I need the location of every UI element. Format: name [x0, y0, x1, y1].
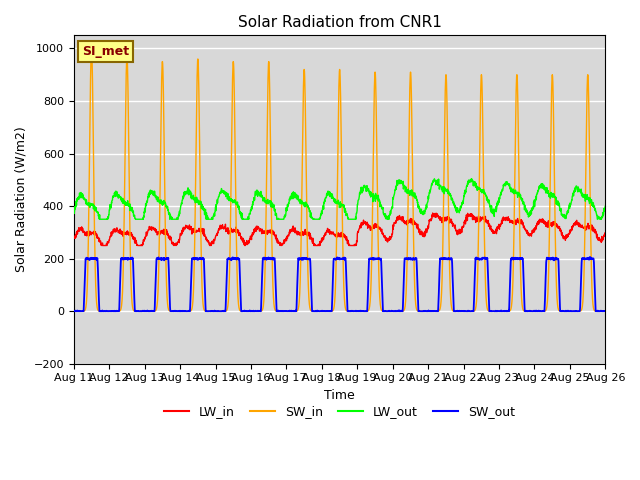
- Title: Solar Radiation from CNR1: Solar Radiation from CNR1: [237, 15, 442, 30]
- SW_in: [70, 308, 77, 314]
- LW_in: [555, 225, 563, 231]
- Line: LW_out: LW_out: [74, 179, 605, 219]
- SW_out: [555, 258, 563, 264]
- LW_in: [602, 230, 609, 236]
- X-axis label: Time: Time: [324, 389, 355, 402]
- Line: SW_out: SW_out: [74, 257, 605, 311]
- LW_out: [218, 188, 226, 193]
- LW_in: [355, 227, 363, 232]
- SW_out: [367, 255, 374, 261]
- LW_out: [70, 210, 77, 216]
- LW_out: [96, 216, 104, 222]
- SW_out: [218, 308, 226, 314]
- LW_in: [429, 210, 436, 216]
- SW_in: [218, 308, 226, 314]
- Line: LW_in: LW_in: [74, 213, 605, 245]
- LW_in: [98, 242, 106, 248]
- LW_out: [555, 201, 563, 206]
- LW_out: [602, 204, 609, 209]
- SW_in: [367, 295, 374, 300]
- LW_in: [494, 224, 502, 230]
- SW_out: [602, 308, 609, 314]
- SW_in: [494, 308, 502, 314]
- SW_in: [355, 308, 363, 314]
- SW_out: [355, 308, 363, 314]
- SW_out: [570, 308, 577, 314]
- LW_in: [367, 228, 374, 233]
- SW_out: [586, 254, 594, 260]
- SW_out: [70, 308, 77, 314]
- Text: SI_met: SI_met: [82, 45, 129, 58]
- LW_out: [570, 193, 577, 199]
- LW_out: [468, 176, 476, 181]
- SW_in: [602, 308, 609, 314]
- SW_in: [555, 307, 563, 312]
- SW_in: [570, 308, 577, 314]
- SW_out: [70, 308, 78, 314]
- LW_in: [218, 225, 226, 230]
- LW_out: [355, 196, 363, 202]
- LW_in: [570, 222, 577, 228]
- Legend: LW_in, SW_in, LW_out, SW_out: LW_in, SW_in, LW_out, SW_out: [159, 400, 520, 423]
- LW_in: [70, 234, 77, 240]
- SW_out: [494, 308, 502, 314]
- Line: SW_in: SW_in: [74, 48, 605, 311]
- LW_out: [494, 199, 502, 205]
- Y-axis label: Solar Radiation (W/m2): Solar Radiation (W/m2): [15, 127, 28, 273]
- SW_in: [88, 46, 95, 51]
- LW_out: [367, 192, 374, 197]
